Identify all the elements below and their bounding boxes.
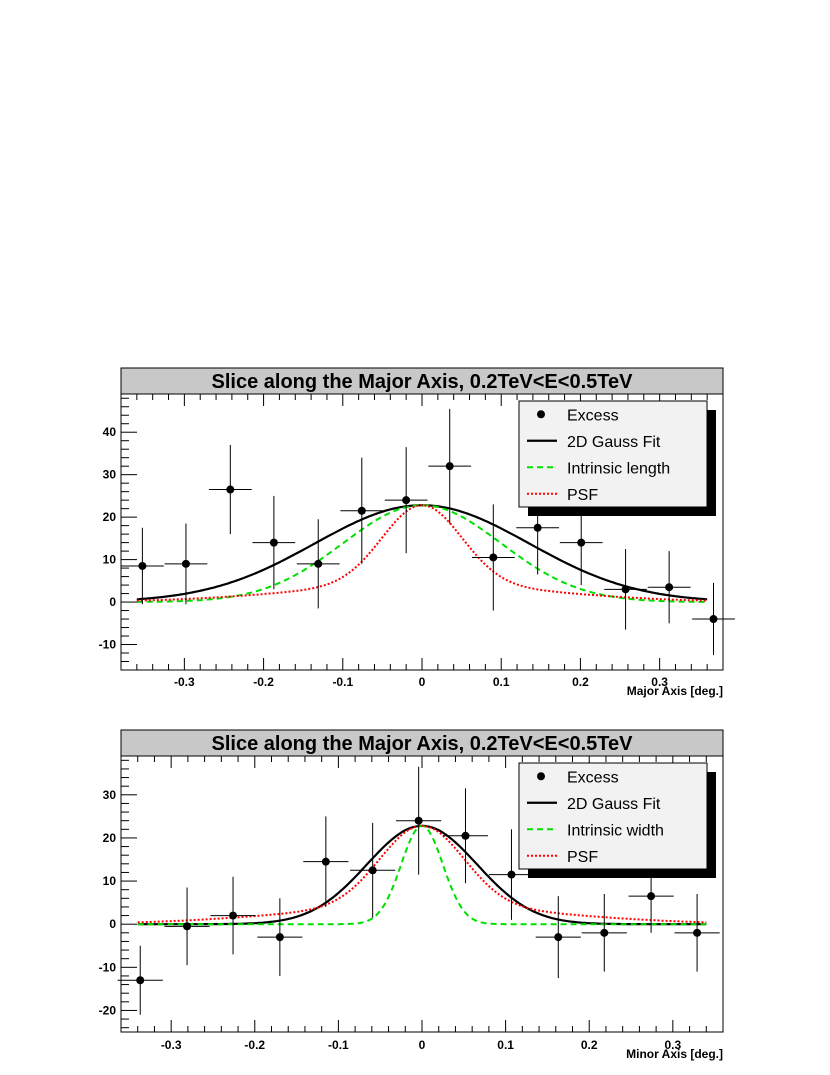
legend-label: Intrinsic width [567, 822, 664, 839]
x-tick-label: 0.1 [493, 675, 510, 689]
data-point [183, 922, 192, 931]
data-point [554, 933, 563, 942]
data-point [181, 559, 190, 568]
legend-label: Excess [567, 407, 619, 424]
chart-title: Slice along the Major Axis, 0.2TeV<E<0.5… [212, 733, 634, 755]
x-tick-label: -0.2 [253, 675, 274, 689]
x-tick-label: 0 [419, 1038, 426, 1052]
y-tick-label: 20 [103, 510, 117, 524]
x-tick-label: 0.2 [572, 675, 589, 689]
chart-panel-2: Slice along the Major Axis, 0.2TeV<E<0.5… [99, 729, 724, 1061]
x-tick-label: -0.1 [328, 1038, 349, 1052]
y-tick-label: 30 [103, 468, 117, 482]
data-point [507, 870, 516, 879]
data-point [414, 816, 423, 825]
data-point [445, 462, 454, 471]
y-tick-label: 40 [103, 425, 117, 439]
data-point [600, 928, 609, 937]
x-axis-label: Major Axis [deg.] [627, 684, 723, 698]
legend-label: PSF [567, 849, 598, 866]
legend-label: 2D Gauss Fit [567, 434, 661, 451]
data-point [321, 857, 330, 866]
data-point [402, 496, 411, 505]
data-point [577, 538, 586, 547]
curve-psf [136, 504, 708, 602]
y-tick-label: -10 [99, 960, 117, 974]
legend-marker-excess [537, 772, 545, 781]
data-point [357, 506, 366, 515]
legend-label: Intrinsic length [567, 460, 670, 477]
chart-title: Slice along the Major Axis, 0.2TeV<E<0.5… [212, 371, 634, 393]
x-tick-label: -0.2 [244, 1038, 265, 1052]
y-tick-label: 10 [103, 874, 117, 888]
curve-psf [137, 824, 707, 924]
chart-title-box [120, 729, 724, 757]
data-point [665, 583, 674, 592]
x-tick-label: -0.3 [161, 1038, 182, 1052]
data-point [621, 585, 630, 594]
data-point [275, 933, 284, 942]
data-point [314, 559, 323, 568]
x-tick-label: 0.3 [651, 675, 668, 689]
x-tick-label: -0.3 [174, 675, 195, 689]
data-point [693, 928, 702, 937]
y-tick-label: 30 [103, 788, 117, 802]
data-point [461, 831, 470, 840]
data-point [533, 523, 542, 532]
chart-panel-1: Slice along the Major Axis, 0.2TeV<E<0.5… [99, 367, 735, 698]
legend-label: Excess [567, 769, 619, 786]
x-tick-label: -0.1 [332, 675, 353, 689]
y-tick-label: -20 [99, 1003, 117, 1017]
y-tick-label: 10 [103, 553, 117, 567]
x-axis-label: Minor Axis [deg.] [626, 1047, 723, 1061]
data-point [489, 553, 498, 562]
legend-box [518, 762, 708, 870]
data-point [136, 976, 145, 985]
data-point [647, 892, 656, 901]
y-tick-label: 0 [109, 595, 116, 609]
data-point [229, 911, 238, 920]
legend-label: PSF [567, 487, 598, 504]
legend-box [518, 400, 708, 508]
data-point [368, 866, 377, 875]
legend-marker-excess [537, 410, 545, 419]
data-point [269, 538, 278, 547]
x-tick-label: 0 [419, 675, 426, 689]
y-tick-label: -10 [99, 638, 117, 652]
legend-label: 2D Gauss Fit [567, 796, 661, 813]
x-tick-label: 0.2 [581, 1038, 598, 1052]
y-tick-label: 0 [109, 917, 116, 931]
x-tick-label: 0.3 [664, 1038, 681, 1052]
x-tick-label: 0.1 [497, 1038, 514, 1052]
data-point [226, 485, 235, 494]
y-tick-label: 20 [103, 831, 117, 845]
chart-title-box [120, 367, 724, 395]
data-point [138, 561, 147, 570]
data-point [709, 615, 718, 624]
